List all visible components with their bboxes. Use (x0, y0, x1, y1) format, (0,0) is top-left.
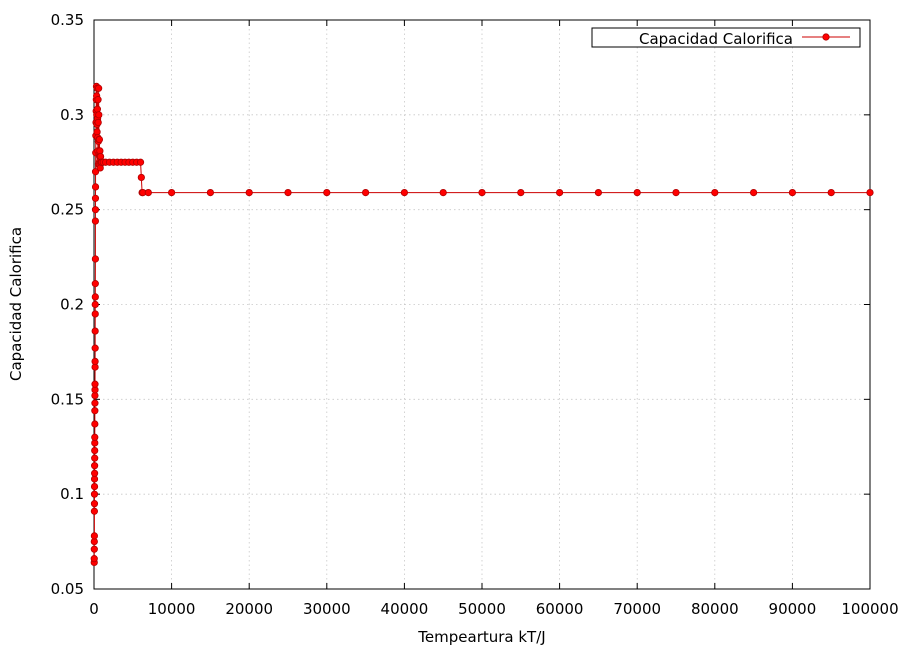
data-point (95, 111, 103, 119)
data-point (91, 454, 99, 462)
data-point (517, 189, 525, 197)
data-point (594, 189, 603, 197)
data-point (91, 420, 99, 428)
y-tick-label: 0.15 (51, 390, 84, 408)
data-series (90, 82, 874, 567)
data-point (672, 189, 680, 197)
data-point (94, 96, 102, 104)
data-point (866, 189, 874, 197)
data-point (711, 189, 719, 197)
data-point (91, 168, 100, 176)
data-point (95, 84, 103, 92)
data-point (136, 158, 145, 166)
data-point (91, 194, 100, 202)
data-point (137, 173, 145, 182)
x-tick-label: 20000 (225, 600, 273, 618)
x-tick-label: 80000 (691, 600, 739, 618)
x-axis-title: Tempeartura kT/J (417, 628, 545, 646)
data-point (91, 380, 99, 388)
y-tick-label: 0.1 (60, 485, 84, 503)
data-point (245, 189, 253, 197)
data-point (91, 446, 99, 455)
data-point (95, 135, 104, 144)
data-point (90, 532, 98, 540)
data-point (144, 189, 152, 197)
data-point (439, 189, 447, 197)
data-point (91, 399, 99, 407)
data-point (90, 482, 99, 491)
y-tick-label: 0.05 (51, 580, 84, 598)
y-tick-label: 0.35 (51, 11, 84, 29)
legend-label: Capacidad Calorifica (639, 30, 793, 48)
data-point (749, 189, 758, 197)
data-point (827, 189, 835, 197)
data-point (361, 189, 370, 197)
x-tick-label: 50000 (458, 600, 506, 618)
data-point (91, 433, 99, 441)
x-tick-label: 40000 (381, 600, 429, 618)
data-point (91, 357, 99, 365)
y-tick-label: 0.2 (60, 296, 84, 314)
data-point (91, 310, 99, 318)
data-point (90, 545, 98, 553)
axis-ticks: 0 10000 20000 30000 40000 50000 60000 70000 8000… (51, 11, 899, 618)
data-point (90, 500, 99, 508)
data-point (206, 189, 214, 197)
legend: Capacidad Calorifica (591, 27, 861, 48)
data-point (91, 327, 99, 335)
y-tick-label: 0.25 (51, 201, 84, 219)
data-point (91, 217, 100, 225)
series-line (93, 86, 870, 563)
y-tick-label: 0.3 (60, 106, 84, 124)
data-point (91, 255, 100, 263)
x-tick-label: 90000 (769, 600, 817, 618)
data-point (323, 189, 331, 197)
data-point (91, 293, 99, 301)
grid-lines (94, 20, 870, 589)
data-point (284, 189, 292, 197)
legend-marker-sample (822, 33, 830, 41)
x-tick-label: 60000 (536, 600, 584, 618)
data-point (91, 206, 100, 214)
legend-box (591, 27, 861, 48)
x-tick-label: 100000 (841, 600, 898, 618)
x-tick-label: 30000 (303, 600, 351, 618)
data-point (90, 507, 98, 515)
data-point (400, 189, 408, 197)
data-point (94, 118, 102, 127)
data-point (90, 490, 99, 498)
data-point (788, 189, 797, 197)
x-tick-label: 70000 (613, 600, 661, 618)
y-axis-title: Capacidad Calorifica (7, 227, 25, 381)
data-point (91, 462, 99, 470)
data-point (478, 189, 486, 197)
data-point (91, 469, 99, 477)
data-point (91, 407, 99, 415)
x-tick-label: 0 (89, 600, 99, 618)
data-point (91, 183, 100, 191)
data-point (168, 189, 176, 197)
data-point (90, 555, 98, 563)
data-point (91, 280, 99, 288)
data-point (91, 344, 99, 352)
data-point (555, 189, 564, 197)
data-point (91, 300, 99, 309)
x-tick-label: 10000 (148, 600, 196, 618)
data-point (633, 189, 641, 197)
